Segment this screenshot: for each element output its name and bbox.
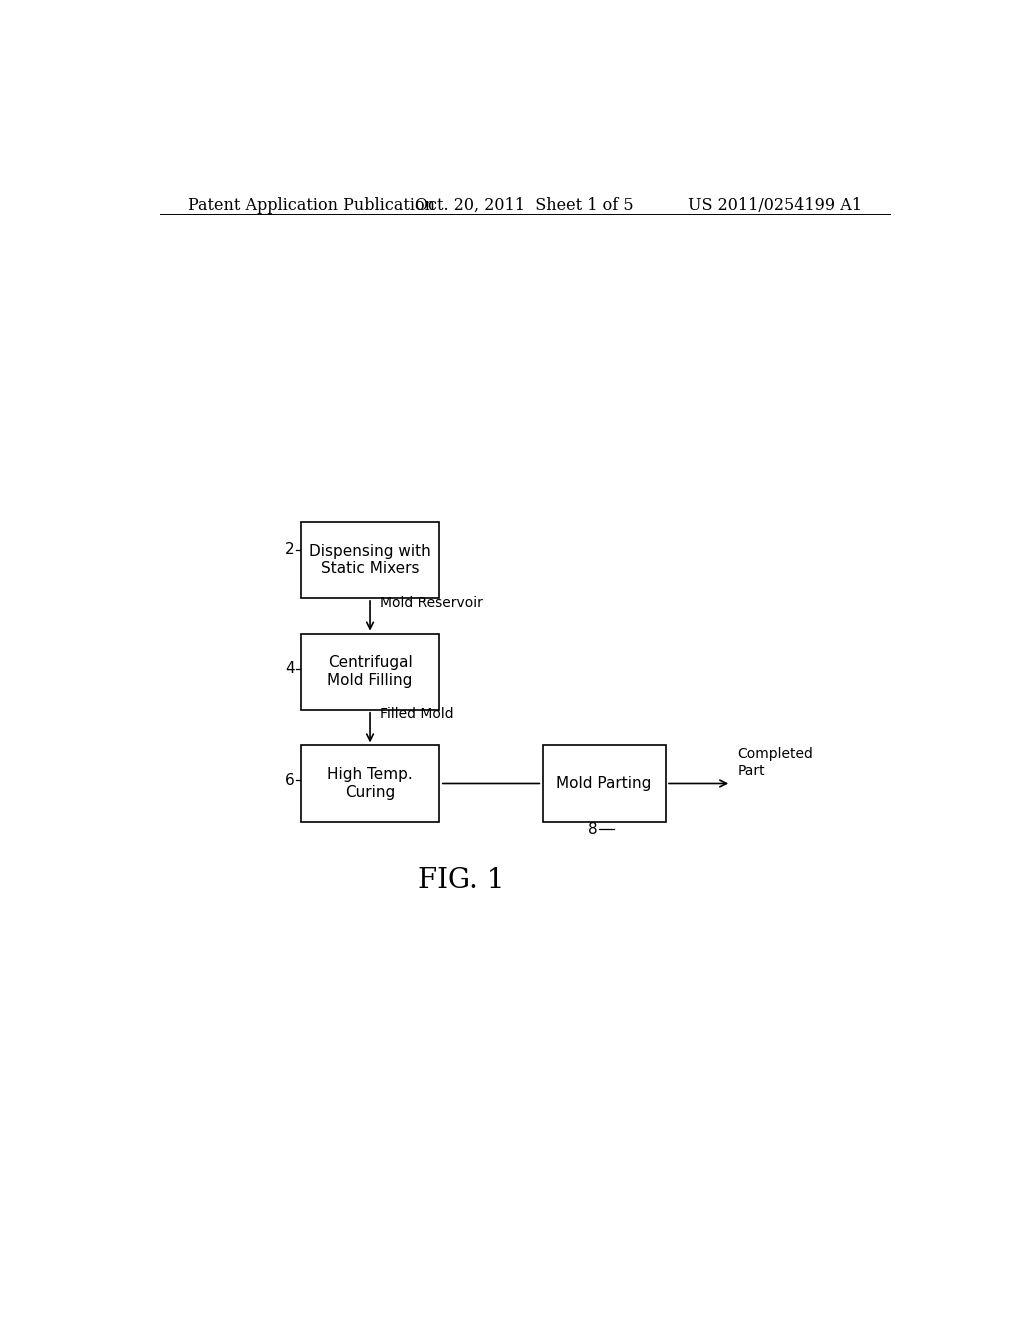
Text: 4: 4 bbox=[285, 661, 295, 676]
Bar bbox=[301, 634, 439, 710]
Text: Patent Application Publication: Patent Application Publication bbox=[187, 197, 434, 214]
Text: US 2011/0254199 A1: US 2011/0254199 A1 bbox=[688, 197, 862, 214]
Text: Completed
Part: Completed Part bbox=[737, 747, 813, 779]
Text: Oct. 20, 2011  Sheet 1 of 5: Oct. 20, 2011 Sheet 1 of 5 bbox=[416, 197, 634, 214]
Text: 2: 2 bbox=[285, 543, 295, 557]
Text: 8: 8 bbox=[588, 822, 598, 837]
Text: Dispensing with
Static Mixers: Dispensing with Static Mixers bbox=[309, 544, 431, 576]
Text: Mold Parting: Mold Parting bbox=[556, 776, 652, 791]
Text: Filled Mold: Filled Mold bbox=[380, 708, 454, 722]
Text: Centrifugal
Mold Filling: Centrifugal Mold Filling bbox=[328, 656, 413, 688]
Bar bbox=[301, 746, 439, 821]
Text: 6: 6 bbox=[285, 774, 295, 788]
Text: Mold Reservoir: Mold Reservoir bbox=[380, 595, 482, 610]
Bar bbox=[301, 521, 439, 598]
Text: FIG. 1: FIG. 1 bbox=[418, 866, 505, 894]
Bar bbox=[543, 746, 666, 821]
Text: High Temp.
Curing: High Temp. Curing bbox=[328, 767, 413, 800]
